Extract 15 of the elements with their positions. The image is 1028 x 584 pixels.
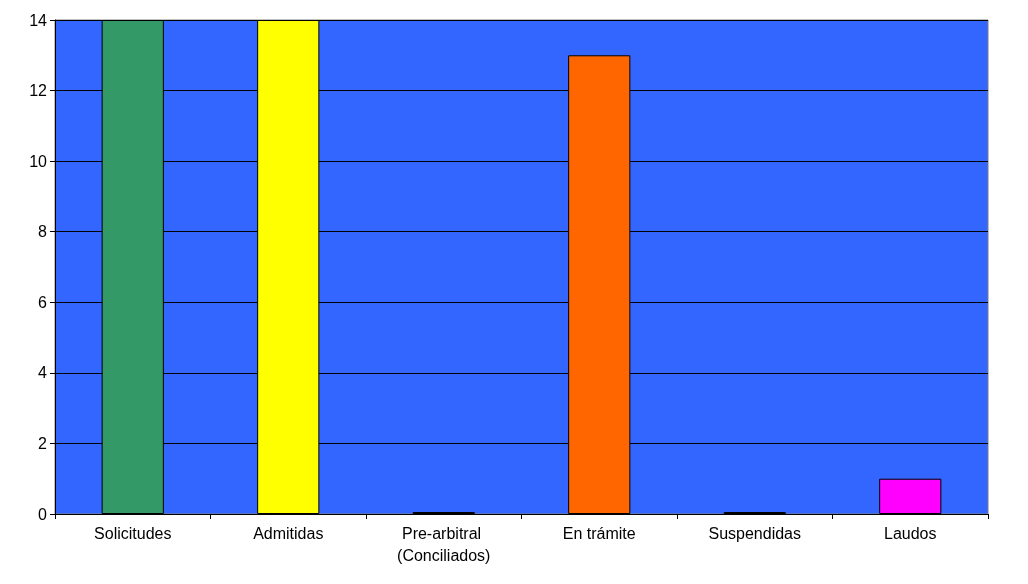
y-tick-label: 4	[38, 364, 48, 382]
y-tick-label: 12	[29, 82, 48, 100]
y-tick-label: 8	[38, 223, 48, 241]
x-tick-label: Pre-arbitral (Conciliados)	[397, 524, 491, 564]
y-tick-label: 14	[29, 11, 48, 29]
y-tick-label: 6	[38, 293, 48, 311]
y-tick-label: 10	[29, 152, 48, 170]
y-tick-label: 0	[38, 505, 48, 523]
x-tick-label: Solicitudes	[94, 524, 172, 542]
x-tick-label: En trámite	[562, 524, 636, 542]
y-tick-label: 2	[38, 434, 48, 452]
bar	[879, 478, 942, 514]
x-tick-label: Laudos	[884, 524, 937, 542]
x-tick-label: Admitidas	[253, 524, 324, 542]
x-tick-label: Suspendidas	[708, 524, 802, 542]
